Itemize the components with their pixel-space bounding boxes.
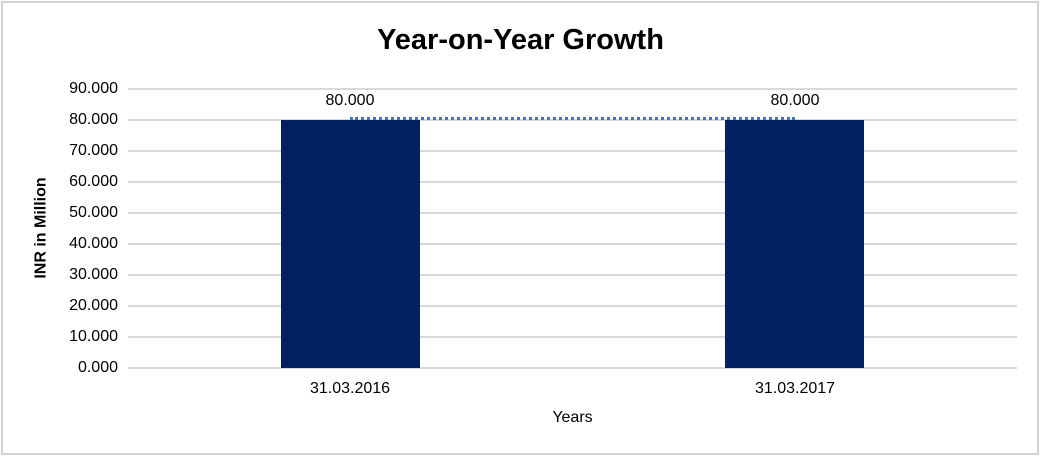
gridline [128,212,1017,214]
y-axis-tick-label: 90.000 [69,80,118,97]
y-axis-tick-label: 30.000 [69,266,118,283]
bar-data-label: 80.000 [770,92,820,109]
x-axis-title: Years [552,409,593,426]
y-axis-tick-label: 40.000 [69,235,118,252]
y-axis-tick-label: 20.000 [69,297,118,314]
chart-title: Year-on-Year Growth [377,24,664,56]
trendline [350,117,795,120]
gridline [128,274,1017,276]
y-axis-tick-label: 60.000 [69,173,118,190]
gridline [128,305,1017,307]
gridline [128,181,1017,183]
gridline [128,336,1017,338]
gridline [128,88,1017,90]
x-axis-tick-label: 31.03.2016 [309,380,391,397]
gridline [128,367,1017,369]
y-axis-tick-label: 80.000 [69,111,118,128]
y-axis-tick-label: 0.000 [77,359,118,376]
y-axis-tick-label: 70.000 [69,142,118,159]
bar-data-label: 80.000 [325,92,375,109]
x-axis-tick-label: 31.03.2017 [754,380,836,397]
gridline [128,119,1017,121]
bar [281,120,420,368]
bar [725,120,864,368]
gridline [128,150,1017,152]
gridline [128,243,1017,245]
y-axis-tick-label: 50.000 [69,204,118,221]
y-axis-tick-label: 10.000 [69,328,118,345]
plot-area [128,88,1017,369]
y-axis-title: INR in Million [32,177,50,279]
